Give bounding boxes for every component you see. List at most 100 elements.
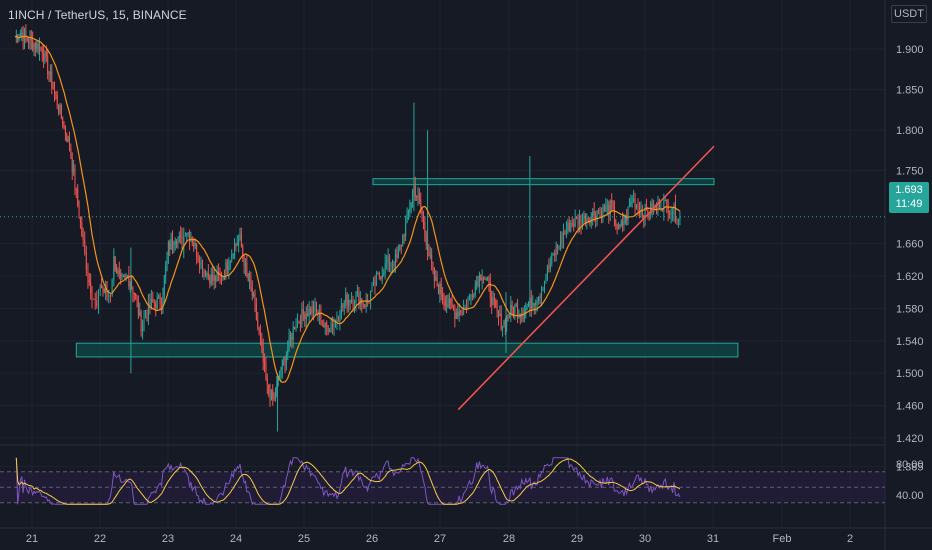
currency-badge[interactable]: USDT	[891, 5, 927, 23]
candle-body	[250, 279, 252, 288]
candle-body	[637, 204, 639, 208]
candle-body	[442, 294, 444, 299]
trend-line[interactable]	[457, 145, 715, 411]
candle-body	[28, 40, 30, 45]
candle-body	[202, 261, 203, 274]
support-resistance-zone[interactable]	[372, 178, 715, 186]
candle-body	[349, 300, 351, 303]
candle-body	[605, 206, 607, 211]
candle-body	[400, 245, 402, 247]
candle-body	[74, 169, 76, 189]
candle-body	[103, 288, 105, 293]
candle-body	[82, 235, 84, 240]
candle-body	[425, 233, 427, 246]
candle-body	[352, 299, 354, 305]
candle-body	[436, 277, 438, 286]
bar-countdown: 11:49	[895, 198, 923, 210]
candle-body	[159, 295, 161, 305]
candle-body	[523, 314, 525, 319]
candle-body	[463, 308, 465, 314]
candle-body	[448, 298, 450, 307]
candle-body	[377, 273, 379, 275]
candle-body	[204, 270, 206, 277]
candle-body	[487, 278, 489, 280]
candle-body	[200, 261, 202, 267]
candle-body	[615, 220, 617, 225]
candle-body	[598, 212, 600, 214]
candle-body	[265, 364, 267, 379]
candle-body	[565, 230, 567, 234]
candle-body	[176, 241, 178, 245]
candle-body	[342, 305, 344, 307]
candle-body	[152, 298, 154, 303]
candle-body	[23, 30, 25, 41]
candle-body	[514, 306, 516, 316]
candle-body	[609, 200, 611, 215]
candle-body	[418, 194, 420, 200]
candle-body	[406, 212, 408, 222]
candle-body	[650, 203, 652, 215]
candle-body	[519, 313, 521, 317]
y-tick-label: 1.660	[896, 239, 924, 251]
candle-body	[25, 30, 27, 37]
candle-body	[340, 305, 342, 319]
candle-body	[318, 312, 320, 316]
candle-body	[113, 256, 115, 280]
candle-body	[55, 92, 57, 96]
candle-body	[70, 148, 72, 159]
candle-body	[651, 203, 653, 213]
candle-body	[645, 204, 647, 210]
candle-body	[460, 310, 462, 313]
candle-body	[619, 225, 621, 227]
candle-body	[495, 300, 497, 308]
candle-body	[579, 216, 581, 225]
candle-body	[606, 204, 608, 207]
candle-body	[428, 252, 430, 256]
candle-body	[150, 298, 152, 308]
candle-body	[648, 214, 650, 216]
x-tick-label: 27	[434, 533, 446, 545]
candle-body	[147, 302, 149, 319]
candle-body	[236, 244, 238, 246]
candle-body	[270, 389, 272, 401]
candle-body	[527, 305, 529, 308]
candle-body	[40, 46, 42, 49]
candle-body	[573, 223, 575, 227]
candle-body	[417, 194, 419, 197]
candle-body	[225, 262, 227, 279]
candle-body	[497, 311, 499, 317]
candle-body	[262, 347, 264, 362]
candle-body	[424, 221, 426, 234]
candle-body	[213, 275, 215, 281]
candle-body	[222, 277, 224, 280]
support-resistance-zone[interactable]	[75, 342, 739, 358]
candle-body	[232, 254, 234, 256]
candle-body	[261, 340, 263, 348]
candle-body	[181, 236, 183, 249]
candle-body	[493, 297, 495, 301]
candle-body	[628, 205, 630, 207]
candle-body	[216, 271, 218, 282]
candle-body	[177, 238, 179, 245]
candle-body	[48, 73, 50, 75]
candle-body	[608, 204, 610, 215]
candle-body	[223, 277, 225, 279]
candle-body	[129, 284, 131, 287]
candle-body	[623, 223, 625, 226]
moving-average-line	[14, 35, 681, 383]
candle-body	[315, 302, 317, 310]
candle-body	[294, 326, 296, 330]
candle-body	[636, 204, 638, 209]
candle-body	[672, 212, 674, 214]
candle-body	[199, 260, 201, 267]
candle-body	[178, 235, 180, 239]
candle-body	[586, 218, 588, 224]
candle-body	[554, 254, 556, 256]
candle-body	[64, 126, 66, 135]
candle-body	[446, 304, 448, 306]
candle-body	[149, 302, 151, 308]
candle-body	[93, 298, 95, 300]
candle-body	[244, 262, 246, 267]
candle-body	[85, 252, 87, 271]
